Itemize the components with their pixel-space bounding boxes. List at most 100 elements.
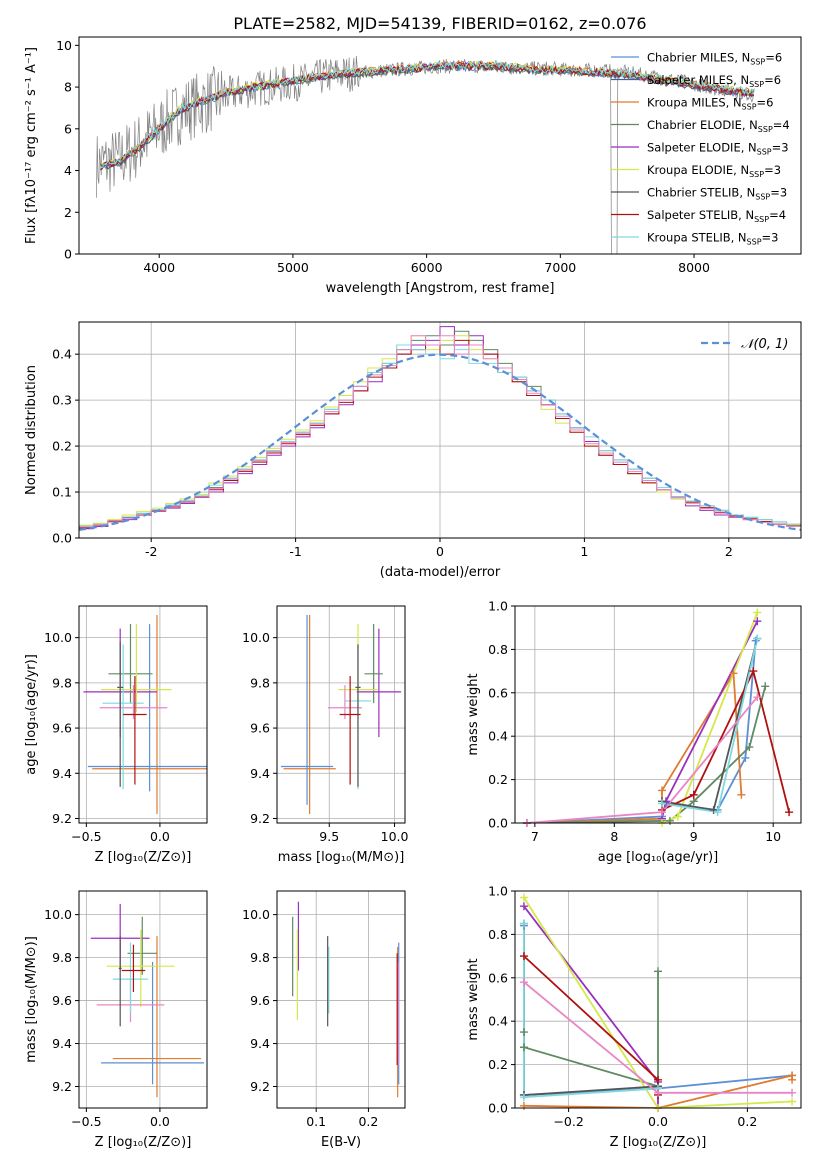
mass-weight-line <box>661 612 759 823</box>
y-tick-label: 0.0 <box>488 1101 508 1116</box>
x-tick-label: 8 <box>610 829 618 844</box>
legend-subscript: SSP <box>747 238 762 247</box>
histogram-series <box>79 335 801 538</box>
y-tick-label: 0.8 <box>488 642 508 657</box>
point-marker <box>753 693 762 702</box>
y-tick-label: 10.0 <box>44 630 72 645</box>
y-tick-label: 0.6 <box>488 970 508 985</box>
y-tick-label: 9.8 <box>250 675 270 690</box>
panel-mass_vs_Z: −0.5 0.0 9.2 9.4 9.6 9.8 10.0 Z [log₁₀(Z/Z⊙)] ma… <box>24 890 208 1150</box>
point-marker <box>519 1028 528 1037</box>
point-marker <box>657 786 666 795</box>
y-tick-label: 8 <box>64 80 72 95</box>
axes-frame <box>78 890 208 1109</box>
mass-weight-line <box>526 696 758 823</box>
mass-weight-line <box>661 668 790 813</box>
y-tick-label: 9.8 <box>250 950 270 965</box>
point-marker <box>741 753 750 762</box>
legend-label: Chabrier STELIB, NSSP=3 <box>647 186 787 202</box>
y-axis-label: Flux [fλ10⁻¹⁷ erg cm⁻² s⁻¹ A⁻¹] <box>24 47 39 244</box>
point-marker <box>519 1043 528 1052</box>
y-tick-label: 1.0 <box>488 599 508 614</box>
point-marker <box>519 893 528 902</box>
point-marker <box>788 1088 797 1097</box>
x-axis-label: wavelength [Angstrom, rest frame] <box>326 281 555 296</box>
mass-weight-line <box>523 923 659 1096</box>
y-tick-label: 0 <box>64 247 72 262</box>
x-axis-label: Z [log₁₀(Z/Z⊙)] <box>610 1135 707 1150</box>
y-tick-label: 9.2 <box>52 811 72 826</box>
y-axis-label: age [log₁₀(age/yr)] <box>24 654 39 775</box>
y-tick-label: 9.2 <box>250 811 270 826</box>
point-marker <box>519 1101 528 1110</box>
x-tick-label: 10 <box>765 829 781 844</box>
y-tick-label: 10.0 <box>44 907 72 922</box>
x-tick-label: 0.1 <box>306 1114 326 1129</box>
model-spectrum-line <box>100 60 755 169</box>
x-tick-label: 9.5 <box>319 829 339 844</box>
mass-weight-line <box>523 955 659 1095</box>
y-tick-label: 9.2 <box>250 1079 270 1094</box>
y-tick-label: 9.6 <box>52 721 72 736</box>
legend-label: Kroupa STELIB, NSSP=3 <box>647 231 778 247</box>
x-axis-label: Z [log₁₀(Z/Z⊙)] <box>95 1135 192 1150</box>
x-tick-label: 1 <box>580 544 588 559</box>
y-tick-label: 10.0 <box>242 630 270 645</box>
y-tick-label: 0.2 <box>52 439 72 454</box>
legend-subscript: SSP <box>757 148 772 157</box>
y-tick-label: 10 <box>56 38 72 53</box>
legend-nssp: =3 <box>770 186 787 200</box>
y-tick-label: 9.2 <box>52 1079 72 1094</box>
point-marker <box>788 1075 797 1084</box>
plot-area-spectrum <box>96 55 755 254</box>
point-marker <box>753 608 762 617</box>
y-tick-label: 9.4 <box>52 1036 72 1051</box>
legend-label: Kroupa ELODIE, NSSP=3 <box>647 163 781 179</box>
axes-frame <box>78 605 208 824</box>
y-axis-label: Normed distribution <box>24 365 39 495</box>
axes-frame <box>514 605 802 824</box>
point-marker <box>713 808 722 817</box>
x-axis-label: age [log₁₀(age/yr)] <box>598 850 719 865</box>
panel-age_vs_mass: 9.5 10.0 9.2 9.4 9.6 9.8 10.0 mass [log₁₀(M/M⊙)… <box>242 605 409 865</box>
point-marker <box>753 617 762 626</box>
point-marker <box>654 967 662 976</box>
panel-residuals: -2 -1 0 1 2 0.0 0.1 0.2 0.3 0.4 (data-model)/error… <box>24 321 802 580</box>
y-tick-label: 0.3 <box>52 393 72 408</box>
y-axis-label: mass weight <box>466 958 481 1040</box>
legend-nssp: =6 <box>757 96 774 110</box>
x-tick-label: −0.2 <box>553 1114 583 1129</box>
x-tick-label: 0.0 <box>648 1114 668 1129</box>
point-marker <box>519 1093 528 1102</box>
point-marker <box>519 919 528 928</box>
x-tick-label: 5000 <box>277 260 309 275</box>
y-axis-label: mass [log₁₀(M/M⊙)] <box>24 936 39 1063</box>
legend-subscript: SSP <box>742 103 757 112</box>
y-tick-label: 9.8 <box>52 675 72 690</box>
point-marker <box>729 669 738 678</box>
y-tick-label: 0.8 <box>488 927 508 942</box>
plot-area-mass_vs_ebv <box>292 901 400 1098</box>
y-tick-label: 9.6 <box>250 993 270 1008</box>
mass-weight-line <box>526 686 767 823</box>
legend-label: Chabrier ELODIE, NSSP=4 <box>647 118 790 134</box>
axes-frame <box>276 890 406 1109</box>
y-tick-label: 9.4 <box>250 766 270 781</box>
x-tick-label: 0.0 <box>150 829 170 844</box>
x-tick-label: 0 <box>436 544 444 559</box>
y-tick-label: 9.4 <box>52 766 72 781</box>
point-marker <box>654 1075 662 1084</box>
x-tick-label: 4000 <box>143 260 175 275</box>
y-tick-label: 0.6 <box>488 685 508 700</box>
y-tick-label: 4 <box>64 163 72 178</box>
x-axis-label: mass [log₁₀(M/M⊙)] <box>278 850 405 865</box>
point-marker <box>689 790 698 799</box>
legend-nssp: =3 <box>764 163 781 177</box>
legend-label: Salpeter ELODIE, NSSP=3 <box>647 141 789 157</box>
model-spectrum-line <box>100 61 754 171</box>
legend-label: Chabrier MILES, NSSP=6 <box>647 51 782 67</box>
plot-area-age_vs_Z <box>83 615 207 814</box>
legend-label: 𝒩(0, 1) <box>741 337 788 352</box>
legend-subscript: SSP <box>754 215 769 224</box>
